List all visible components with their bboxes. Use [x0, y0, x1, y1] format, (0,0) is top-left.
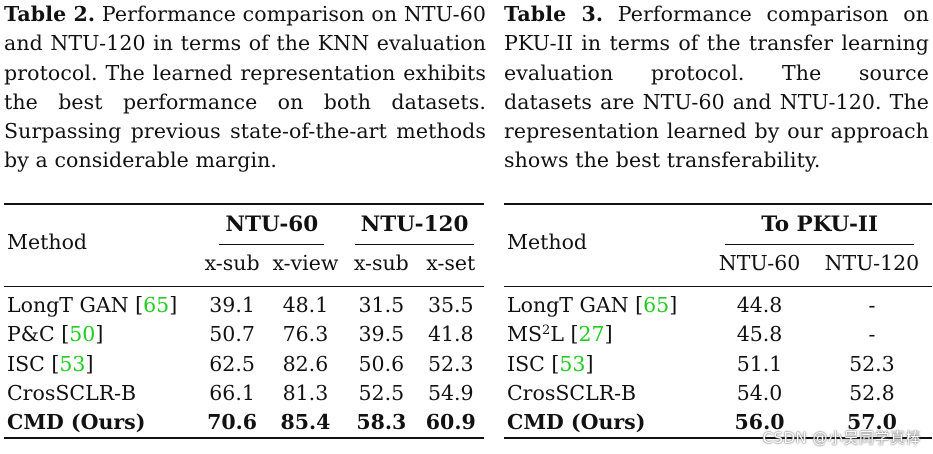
value-cell: 66.1	[209, 380, 255, 405]
table2-best-value: 70.6	[207, 410, 258, 435]
value-cell: 54.0	[736, 380, 783, 405]
table-row: CrosSCLR-B 54.0 52.8	[504, 379, 932, 408]
method-cell: MS2L [27]	[507, 322, 613, 347]
citation-link[interactable]: 50	[69, 322, 96, 347]
citation-link[interactable]: 27	[578, 322, 605, 347]
table2: Method NTU-60 NTU-120 x-sub x-view x-sub…	[4, 203, 484, 441]
table2-subheader: x-sub	[204, 251, 260, 275]
value-cell: 31.5	[358, 293, 405, 318]
value-cell: 52.8	[849, 380, 895, 405]
table2-subheader: x-view	[272, 251, 339, 275]
table3-block: Table 3. Performance comparison on PKU-I…	[504, 0, 932, 441]
value-cell: -	[868, 322, 876, 347]
method-cell: ISC [53]	[507, 351, 594, 376]
value-cell: 52.5	[358, 380, 405, 405]
table2-subheader: x-sub	[353, 251, 409, 275]
value-cell: 39.5	[358, 322, 405, 347]
citation-link[interactable]: 53	[559, 351, 586, 376]
table3-group-header: To PKU-II	[707, 205, 932, 249]
table3-best-method: CMD (Ours)	[507, 410, 646, 435]
value-cell: 44.8	[736, 293, 783, 318]
value-cell: 62.5	[209, 351, 255, 376]
table2-best-row: CMD (Ours) 70.6 85.4 58.3 60.9	[4, 408, 484, 438]
table-row: LongT GAN [65] 39.1 48.1 31.5 35.5	[4, 291, 484, 320]
table2-group-header-2: NTU-120	[345, 205, 484, 249]
table3-best-value: 57.0	[846, 410, 897, 435]
value-cell: 81.3	[282, 380, 329, 405]
table3-caption: Table 3. Performance comparison on PKU-I…	[504, 0, 929, 176]
value-cell: 41.8	[427, 322, 474, 347]
table2-group-header-1: NTU-60	[198, 205, 345, 249]
table3-method-header: Method	[507, 230, 588, 254]
value-cell: 51.1	[736, 351, 783, 376]
table2-caption: Table 2. Performance comparison on NTU-6…	[4, 0, 486, 176]
method-cell: ISC [53]	[7, 351, 94, 376]
table3-best-value: 56.0	[734, 410, 785, 435]
method-cell: LongT GAN [65]	[507, 293, 678, 318]
table2-best-method: CMD (Ours)	[7, 410, 146, 435]
value-cell: 50.6	[358, 351, 405, 376]
method-cell: CrosSCLR-B	[507, 380, 637, 405]
table3-caption-label: Table 3.	[504, 2, 604, 26]
table2-subheader: x-set	[426, 251, 476, 275]
value-cell: 52.3	[849, 351, 895, 376]
table-row: MS2L [27] 45.8 -	[504, 320, 932, 349]
citation-link[interactable]: 65	[643, 293, 670, 318]
table-row: CrosSCLR-B 66.1 81.3 52.5 54.9	[4, 379, 484, 408]
table3-best-row: CMD (Ours) 56.0 57.0	[504, 408, 932, 438]
citation-link[interactable]: 53	[59, 351, 86, 376]
table2-method-header: Method	[7, 230, 88, 254]
value-cell: 45.8	[736, 322, 783, 347]
method-cell: P&C [50]	[7, 322, 104, 347]
value-cell: 82.6	[282, 351, 329, 376]
value-cell: 54.9	[427, 380, 474, 405]
value-cell: 50.7	[209, 322, 255, 347]
table3-subheader: NTU-60	[718, 251, 801, 275]
table-row: ISC [53] 51.1 52.3	[504, 350, 932, 379]
table-row: ISC [53] 62.5 82.6 50.6 52.3	[4, 350, 484, 379]
table-row: P&C [50] 50.7 76.3 39.5 41.8	[4, 320, 484, 349]
method-cell: LongT GAN [65]	[7, 293, 178, 318]
value-cell: 52.3	[427, 351, 474, 376]
table-row: LongT GAN [65] 44.8 -	[504, 291, 932, 320]
value-cell: -	[868, 293, 876, 318]
value-cell: 76.3	[282, 322, 329, 347]
value-cell: 48.1	[282, 293, 329, 318]
value-cell: 35.5	[427, 293, 474, 318]
watermark: CSDN @小吴同学真棒	[762, 429, 921, 447]
table2-best-value: 58.3	[356, 410, 407, 435]
table2-caption-text: Performance comparison on NTU-60 and NTU…	[4, 2, 486, 173]
table2-best-value: 85.4	[280, 410, 331, 435]
citation-link[interactable]: 65	[143, 293, 170, 318]
table3-caption-text: Performance comparison on PKU-II in term…	[504, 2, 929, 173]
table3-subheader: NTU-120	[824, 251, 920, 275]
value-cell: 39.1	[209, 293, 255, 318]
table2-caption-label: Table 2.	[4, 2, 96, 26]
table2-best-value: 60.9	[425, 410, 476, 435]
table2-block: Table 2. Performance comparison on NTU-6…	[4, 0, 486, 441]
table3: Method To PKU-II NTU-60 NTU-120 LongT GA…	[504, 203, 932, 441]
method-cell: CrosSCLR-B	[7, 380, 137, 405]
